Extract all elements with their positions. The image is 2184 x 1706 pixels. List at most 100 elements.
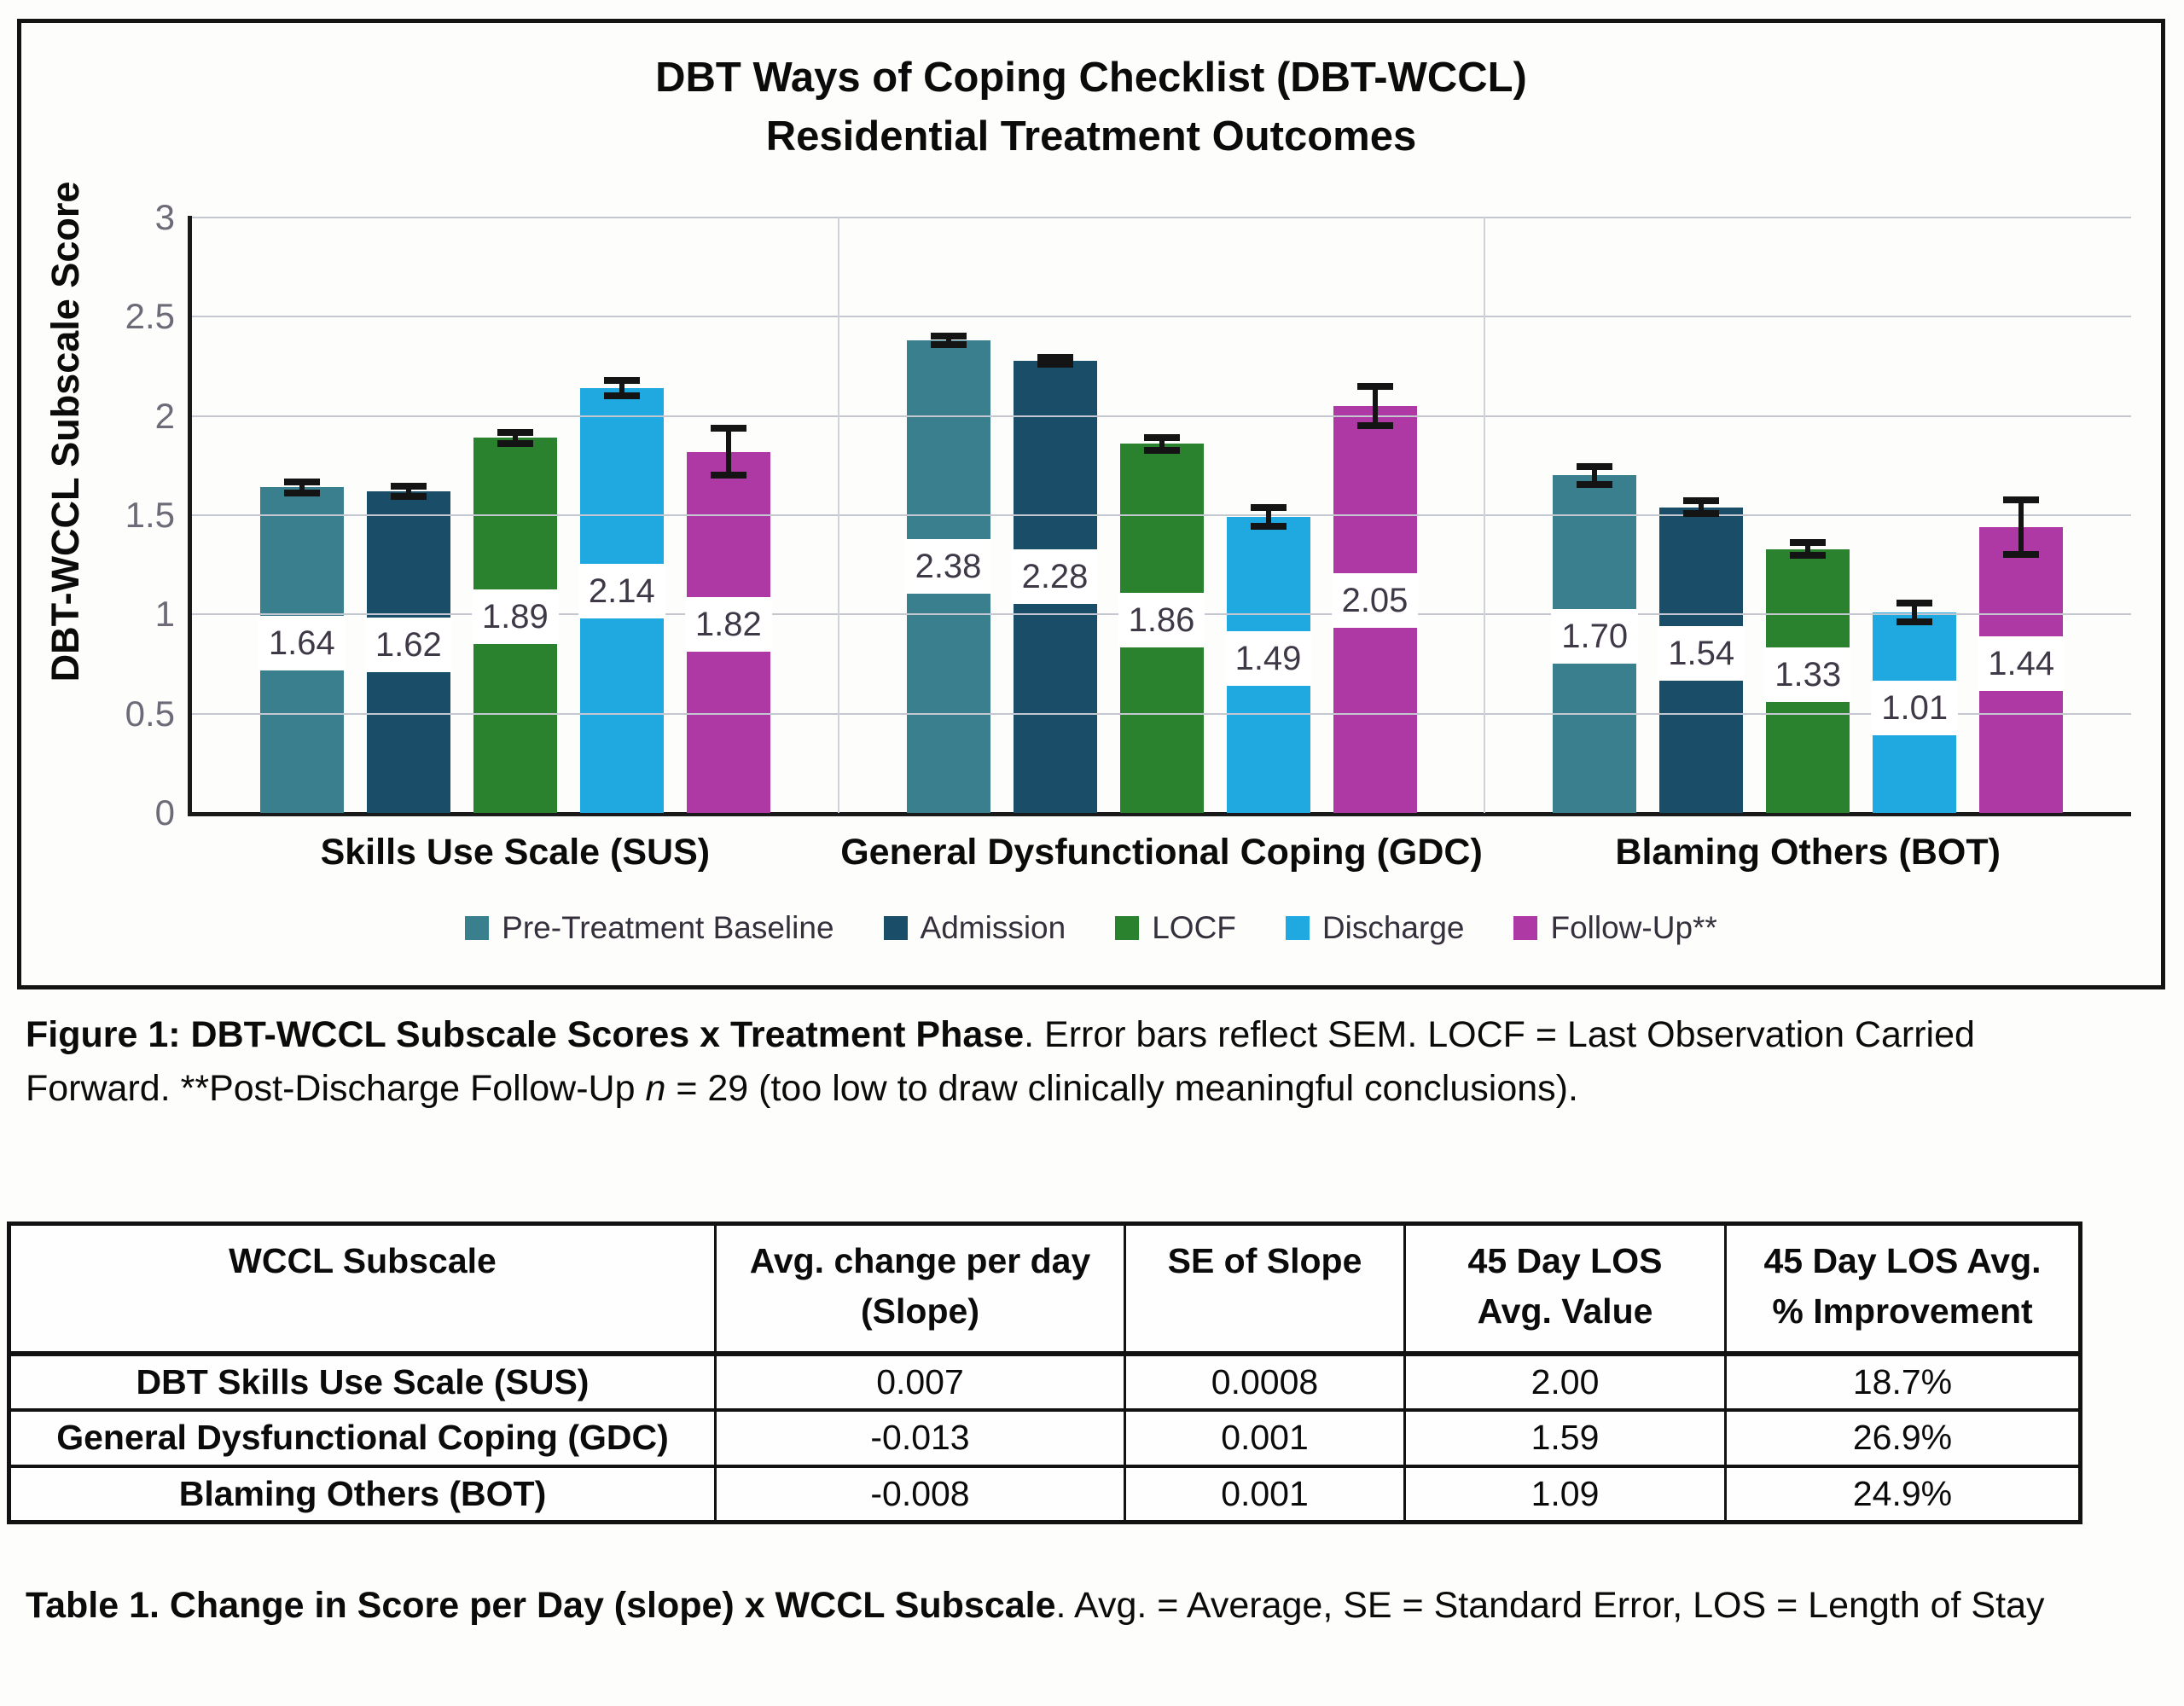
table-caption-text: . Avg. = Average, SE = Standard Error, L… xyxy=(1055,1585,2045,1626)
bar: 1.49 xyxy=(1224,505,1312,813)
gridline xyxy=(192,316,2131,318)
legend-label: Follow-Up** xyxy=(1550,910,1717,945)
legend-item: LOCF xyxy=(1115,910,1236,946)
error-bar xyxy=(1912,601,1918,624)
table-row-header-cell: Blaming Others (BOT) xyxy=(8,1465,717,1523)
bar: 1.86 xyxy=(1118,434,1205,813)
table-row: General Dysfunctional Coping (GDC) -0.013… xyxy=(8,1409,2082,1466)
chart-title-line2: Residential Treatment Outcomes xyxy=(765,113,1417,160)
y-tick-label: 3 xyxy=(154,197,175,237)
gridline xyxy=(192,415,2131,417)
bar-value-label: 1.64 xyxy=(258,615,346,670)
legend-label: Pre-Treatment Baseline xyxy=(502,910,834,945)
bar-value-label: 1.82 xyxy=(684,596,772,652)
error-bar xyxy=(1592,463,1598,488)
bar-value-label: 1.49 xyxy=(1224,630,1312,686)
error-bar xyxy=(1052,354,1058,367)
category-boundary-gridline xyxy=(1484,218,1486,813)
bar: 2.05 xyxy=(1331,384,1419,813)
figure-caption-text-2: = 29 (too low to draw clinically meaning… xyxy=(665,1068,1578,1110)
bar-value-label: 1.01 xyxy=(1871,680,1959,735)
error-bar xyxy=(619,378,624,398)
error-bar xyxy=(1159,434,1165,453)
table-header-cell: 45 Day LOS Avg. Value xyxy=(1403,1223,1727,1356)
error-bar xyxy=(945,334,951,348)
bar-value-label: 1.70 xyxy=(1551,609,1639,664)
figure-caption-text-1: . Error bars reflect SEM. LOCF = Last Ob… xyxy=(26,1014,1975,1110)
legend-swatch xyxy=(1513,916,1538,940)
x-axis-category-labels: Skills Use Scale (SUS) General Dysfunctio… xyxy=(192,832,2131,873)
bar-group: 2.38 2.28 1.86 1.49 2.05 xyxy=(839,218,1485,813)
y-axis-title: DBT-WCCL Subscale Score xyxy=(44,181,87,682)
bar: 2.28 xyxy=(1011,354,1099,813)
legend-swatch xyxy=(883,916,908,940)
table-cell: 18.7% xyxy=(1724,1353,2082,1410)
table-cell: 26.9% xyxy=(1724,1409,2082,1466)
table-cell: 1.59 xyxy=(1403,1409,1727,1466)
y-axis-line xyxy=(188,216,192,816)
table-header-cell: SE of Slope xyxy=(1124,1223,1406,1356)
table-header-cell: Avg. change per day (Slope) xyxy=(714,1223,1126,1356)
table-cell: 0.001 xyxy=(1124,1465,1406,1523)
legend-item: Discharge xyxy=(1285,910,1465,946)
bar: 1.62 xyxy=(364,483,452,813)
figure-caption-italic-n: n xyxy=(645,1068,666,1110)
error-bar xyxy=(2018,497,2024,557)
bar: 1.33 xyxy=(1764,540,1852,813)
bar-group: 1.70 1.54 1.33 1.01 1.44 xyxy=(1484,218,2131,813)
category-boundary-gridline xyxy=(837,218,839,813)
bar-value-label: 2.38 xyxy=(904,539,992,595)
table-header-row: WCCL Subscale Avg. change per day (Slope)… xyxy=(8,1223,2082,1356)
table-header-cell: WCCL Subscale xyxy=(8,1223,717,1356)
table-caption: Table 1. Change in Score per Day (slope)… xyxy=(26,1578,2073,1633)
y-tick-label: 0 xyxy=(154,792,175,833)
legend-label: Discharge xyxy=(1321,910,1465,945)
bar-value-label: 2.14 xyxy=(578,564,665,619)
bar-value-label: 1.62 xyxy=(364,618,452,672)
error-bar xyxy=(725,426,731,478)
table-header-cell: 45 Day LOS Avg. % Improvement xyxy=(1724,1223,2082,1356)
x-category-label: General Dysfunctional Coping (GDC) xyxy=(840,832,1483,873)
table-cell: 0.001 xyxy=(1124,1409,1406,1466)
error-bar xyxy=(512,429,518,446)
table-row-header-cell: DBT Skills Use Scale (SUS) xyxy=(8,1353,717,1410)
figure-panel: DBT Ways of Coping Checklist (DBT-WCCL) … xyxy=(17,19,2165,989)
bar-value-label: 2.28 xyxy=(1011,549,1099,605)
y-tick-label: 2.5 xyxy=(125,296,175,337)
legend-item: Admission xyxy=(883,910,1066,946)
legend-swatch xyxy=(1115,916,1140,940)
table-cell: -0.013 xyxy=(714,1409,1126,1466)
chart-legend: Pre-Treatment Baseline Admission LOCF Disch… xyxy=(21,910,2161,946)
bar-value-label: 1.33 xyxy=(1764,647,1852,703)
y-tick-label: 1 xyxy=(154,594,175,635)
error-bar xyxy=(299,479,305,496)
bar-group: 1.64 1.62 1.89 2.14 1.82 xyxy=(192,218,839,813)
table-cell: -0.008 xyxy=(714,1465,1126,1523)
bar: 1.54 xyxy=(1658,498,1745,813)
bar-value-label: 1.54 xyxy=(1658,625,1745,681)
y-tick-label: 1.5 xyxy=(125,495,175,535)
bar: 1.70 xyxy=(1551,463,1639,813)
table-cell: 24.9% xyxy=(1724,1465,2082,1523)
legend-label: LOCF xyxy=(1152,910,1236,945)
error-bar xyxy=(1805,540,1811,559)
bar: 1.82 xyxy=(684,426,772,813)
table-row: Blaming Others (BOT) -0.008 0.001 1.09 24.9% xyxy=(8,1465,2082,1523)
gridline xyxy=(192,514,2131,516)
table-cell: 1.09 xyxy=(1403,1465,1727,1523)
x-axis-line xyxy=(188,812,2131,816)
y-tick-label: 2 xyxy=(154,395,175,436)
bar-value-label: 2.05 xyxy=(1331,572,1419,628)
bar: 1.44 xyxy=(1978,497,2065,813)
gridline xyxy=(192,712,2131,715)
legend-item: Pre-Treatment Baseline xyxy=(465,910,834,946)
bar-groups: 1.64 1.62 1.89 2.14 1.82 2.38 2.28 1.86 1.49 2.05… xyxy=(192,218,2131,813)
bar: 1.64 xyxy=(258,479,346,813)
legend-item: Follow-Up** xyxy=(1513,910,1717,946)
legend-label: Admission xyxy=(920,910,1066,945)
chart-plot-area: DBT-WCCL Subscale Score 1.64 1.62 1.89 2.14… xyxy=(44,182,2131,833)
bar: 2.14 xyxy=(578,378,665,813)
error-bar xyxy=(1372,384,1378,428)
chart-title-line1: DBT Ways of Coping Checklist (DBT-WCCL) xyxy=(655,55,1527,101)
error-bar xyxy=(405,483,411,500)
